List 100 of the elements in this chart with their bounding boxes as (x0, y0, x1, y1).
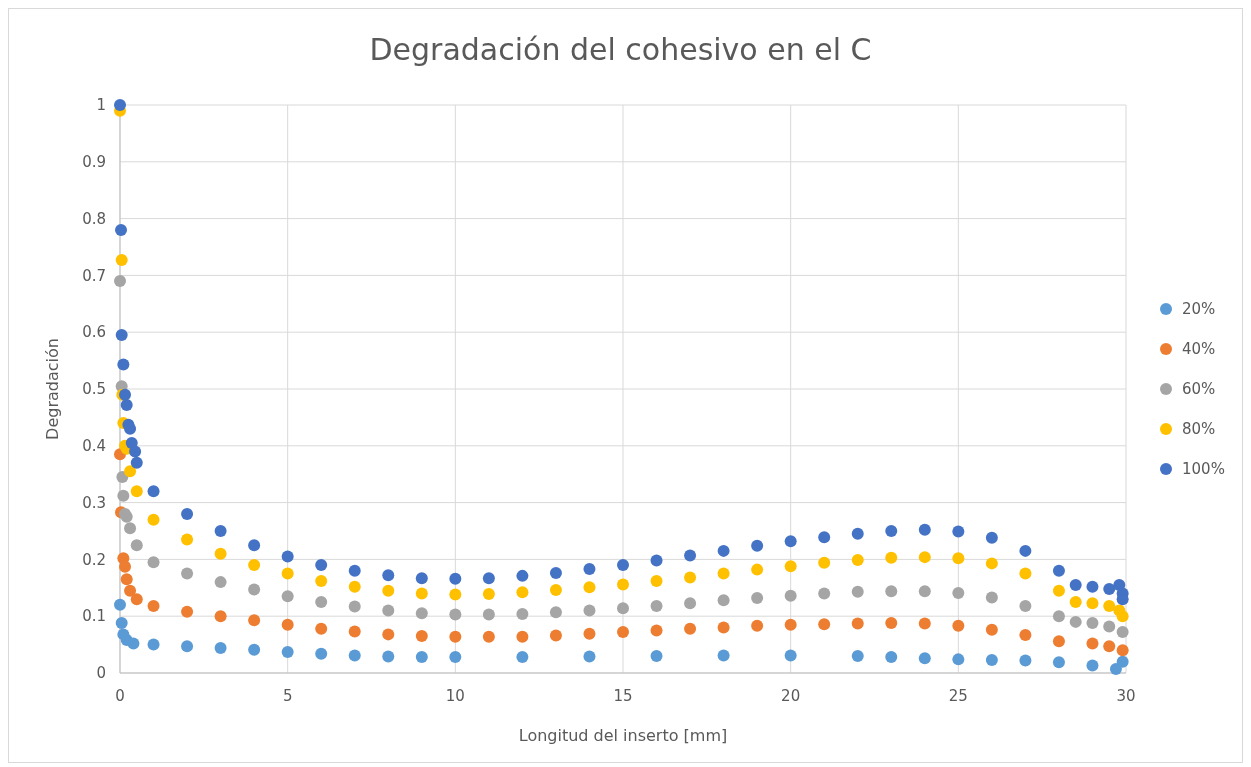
point (482, 572, 495, 585)
legend-label: 80% (1182, 420, 1216, 439)
legend-label: 60% (1182, 380, 1216, 399)
point (516, 586, 529, 599)
point (650, 574, 663, 587)
point (315, 559, 328, 572)
point (751, 539, 764, 552)
point (382, 569, 395, 582)
point (117, 358, 130, 371)
point (248, 614, 261, 627)
point (281, 618, 294, 631)
point (124, 522, 137, 535)
point (449, 572, 462, 585)
point (130, 456, 143, 469)
point (415, 572, 428, 585)
point (181, 567, 194, 580)
point (127, 637, 140, 650)
point (1019, 628, 1032, 641)
point (617, 626, 629, 639)
point (214, 525, 227, 537)
point (449, 608, 462, 621)
point (1086, 637, 1099, 650)
point (952, 586, 965, 599)
point (119, 560, 132, 573)
point (114, 99, 126, 111)
point (784, 649, 797, 662)
point (315, 596, 328, 608)
point (1103, 599, 1116, 612)
point (516, 569, 529, 582)
point (952, 619, 965, 632)
x-tick-label: 30 (1116, 687, 1136, 705)
point (851, 649, 864, 662)
point (549, 567, 562, 580)
point (415, 651, 428, 664)
point (684, 571, 697, 584)
point (248, 559, 261, 572)
x-tick-label: 20 (781, 687, 801, 705)
point (1086, 580, 1099, 593)
point (1103, 582, 1116, 595)
y-tick-label: 0.3 (82, 493, 106, 512)
point (717, 544, 730, 557)
point (851, 527, 864, 540)
point (751, 563, 764, 576)
y-tick-label: 0.2 (82, 550, 106, 569)
point (1052, 656, 1065, 669)
point (1019, 599, 1032, 612)
point (147, 485, 160, 498)
point (181, 533, 194, 546)
point (583, 650, 596, 663)
point (784, 535, 797, 548)
point (348, 580, 361, 593)
point (985, 623, 998, 636)
point (114, 275, 126, 288)
point (281, 567, 294, 580)
point (281, 590, 294, 603)
point (818, 531, 831, 544)
point (1116, 610, 1129, 623)
point (449, 651, 462, 664)
point (214, 547, 227, 560)
point (818, 556, 831, 569)
point (818, 587, 831, 600)
point (117, 489, 130, 502)
point (617, 578, 629, 591)
point (115, 329, 128, 342)
x-tick-label: 15 (613, 687, 633, 705)
point (1069, 596, 1082, 608)
point (784, 560, 797, 573)
point (482, 588, 495, 601)
point (315, 647, 328, 660)
x-tick-label: 25 (948, 687, 968, 705)
y-tick-label: 1 (96, 96, 106, 115)
point (549, 584, 562, 597)
point (985, 653, 998, 666)
point (181, 507, 194, 520)
point (115, 617, 128, 630)
y-tick-label: 0.5 (82, 380, 106, 399)
point (717, 649, 730, 662)
point (348, 564, 361, 577)
point (918, 585, 931, 598)
point (1086, 659, 1099, 672)
point (918, 652, 931, 665)
point (248, 643, 261, 656)
point (952, 653, 965, 666)
point (114, 598, 126, 611)
point (885, 551, 898, 564)
y-tick-label: 0.6 (82, 323, 106, 342)
point (415, 587, 428, 600)
y-tick-label: 0.4 (82, 437, 106, 456)
point (516, 651, 529, 664)
y-tick-label: 0.8 (82, 209, 106, 228)
point (130, 485, 143, 498)
point (147, 513, 160, 526)
point (115, 254, 128, 267)
point (1116, 655, 1129, 668)
chart-title: Degradación del cohesivo en el C (369, 32, 872, 67)
point (124, 465, 137, 478)
point (281, 550, 294, 563)
point (1103, 620, 1116, 633)
x-tick-label: 0 (115, 687, 125, 705)
point (214, 576, 227, 589)
